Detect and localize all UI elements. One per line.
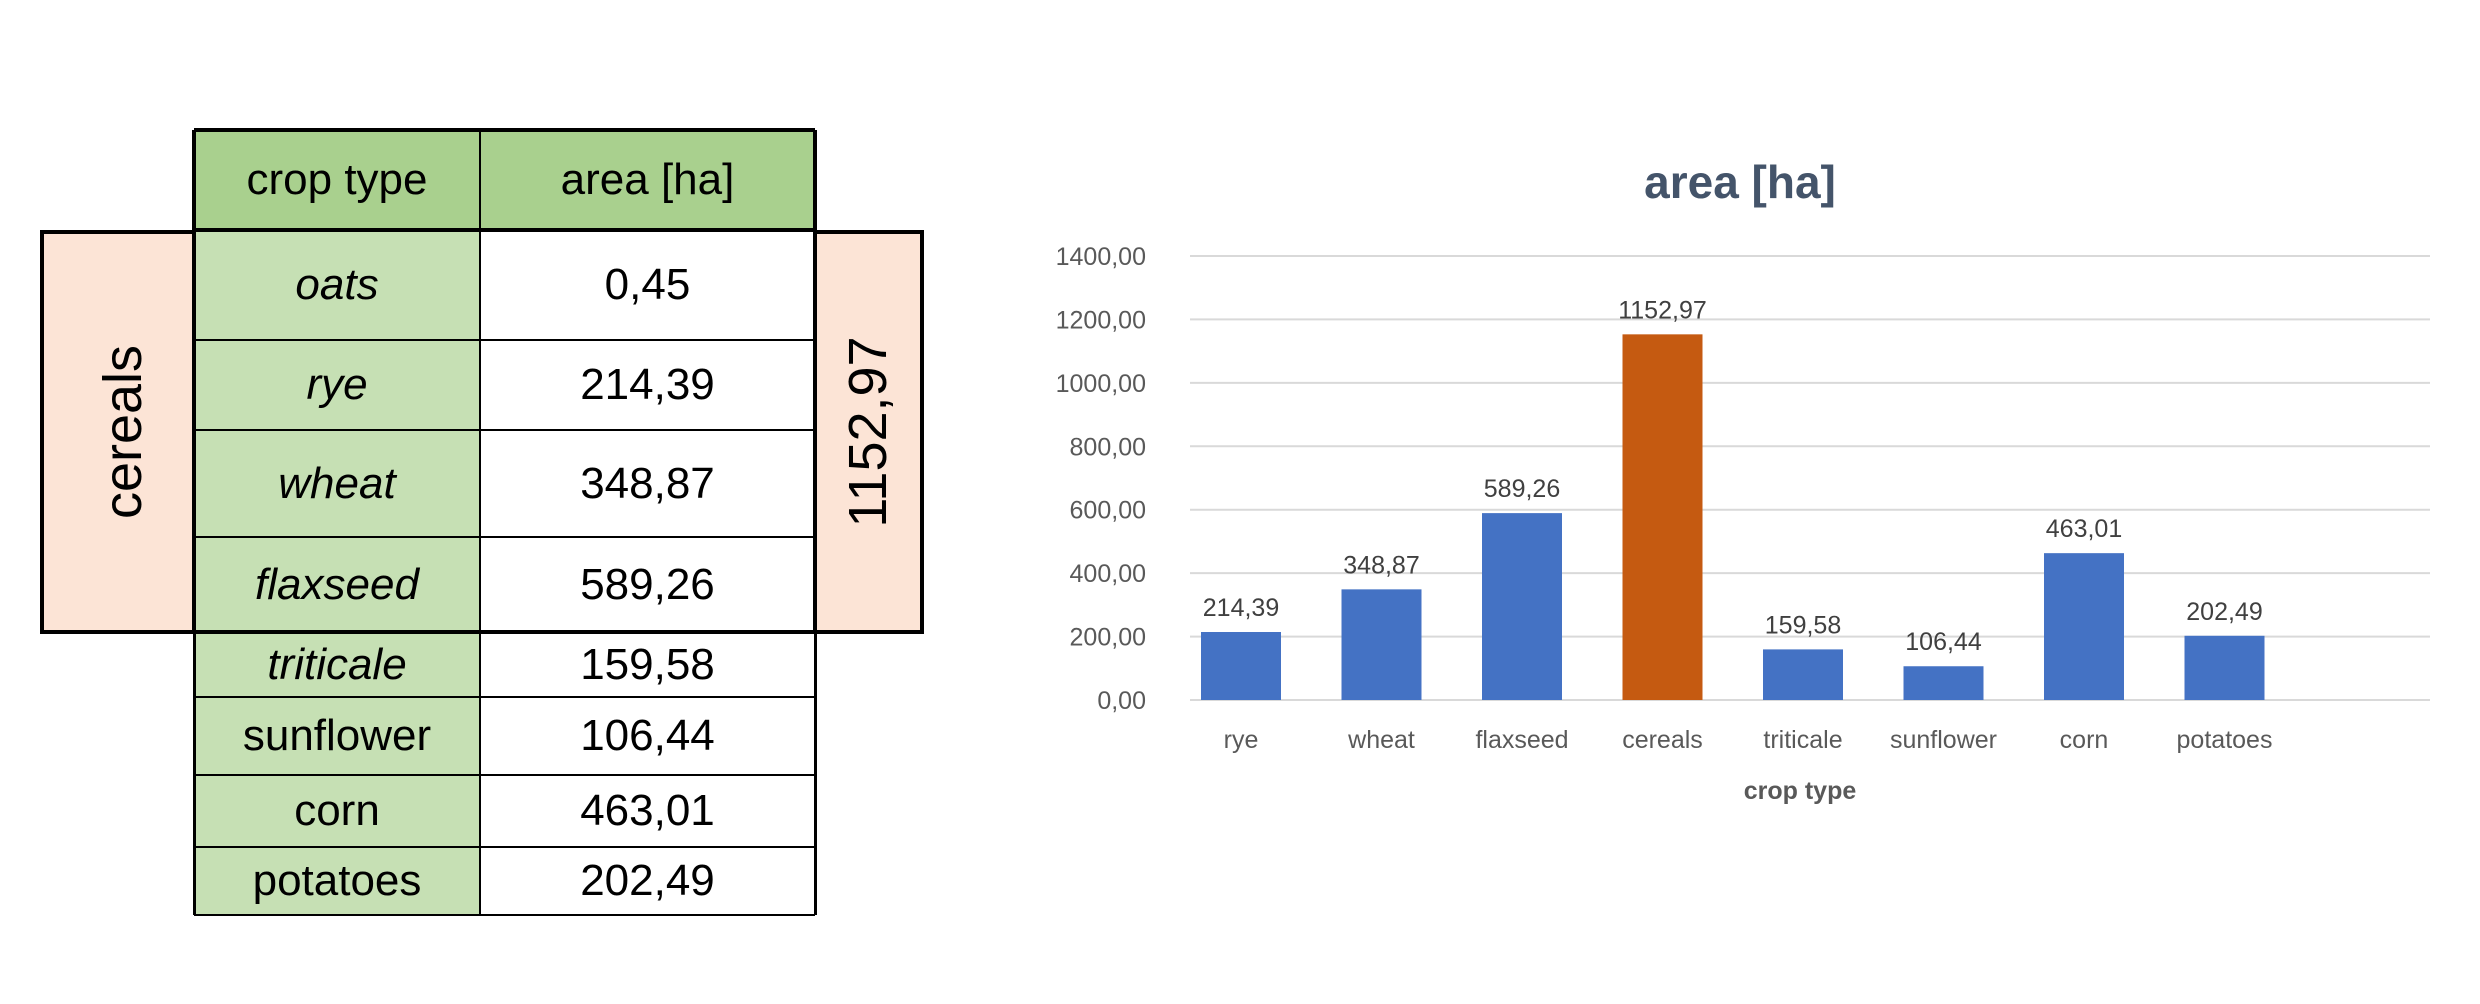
area-cell: 589,26 [480,537,815,632]
crop-cell: rye [194,340,480,430]
table-rule [194,429,815,431]
y-tick-label: 1200,00 [1056,306,1146,334]
bar-triticale [1763,649,1843,700]
area-cell: 0,45 [480,230,815,340]
bar-wheat [1341,589,1422,700]
area-cell: 202,49 [480,847,815,915]
cereals-group-label: cereals [93,344,153,520]
area-cell: 348,87 [480,430,815,537]
x-tick-label-corn: corn [2060,726,2109,754]
crop-cell: oats [194,230,480,340]
header-crop-type: crop type [194,130,480,230]
area-bar-chart: area [ha] 0,00 200,00 400,00 600,00 800,00 10… [1056,156,2430,805]
data-label-flaxseed: 589,26 [1484,475,1560,503]
crop-cell: sunflower [194,697,480,775]
bars [1201,334,2265,700]
area-cell: 106,44 [480,697,815,775]
table-rule [479,130,481,915]
bar-cereals [1622,334,1703,700]
area-cell: 214,39 [480,340,815,430]
table-rule [192,130,196,632]
cereals-total-value: 1152,97 [838,336,898,528]
x-tick-label-flaxseed: flaxseed [1475,726,1568,754]
x-tick-label-potatoes: potatoes [2177,726,2273,754]
crop-cell: triticale [194,632,480,697]
x-tick-label-triticale: triticale [1763,726,1842,754]
data-label-corn: 463,01 [2046,515,2122,543]
y-tick-label: 1000,00 [1056,370,1146,398]
y-tick-label: 400,00 [1070,560,1146,588]
data-label-cereals: 1152,97 [1618,296,1707,324]
table-rule [194,630,815,634]
area-cell: 159,58 [480,632,815,697]
x-tick-label-rye: rye [1224,726,1259,754]
crop-cell: flaxseed [194,537,480,632]
cereals-group-box: cereals [40,230,206,634]
bar-potatoes [2184,635,2265,700]
crop-cell: corn [194,775,480,847]
x-axis-labels: rye wheat flaxseed cereals triticale sunflowe… [1224,726,2273,754]
table-rule [194,536,815,538]
y-axis-ticks: 0,00 200,00 400,00 600,00 800,00 1000,00 1200,… [1056,243,1146,715]
table-rule [194,696,815,698]
y-tick-label: 1400,00 [1056,243,1146,271]
data-label-wheat: 348,87 [1343,551,1419,579]
x-tick-label-sunflower: sunflower [1890,726,1997,754]
y-tick-label: 0,00 [1097,687,1146,715]
bar-corn [2044,553,2124,700]
crop-cell: potatoes [194,847,480,915]
data-labels: 214,39 348,87 589,26 1152,97 159,58 106,44 463… [1203,296,2263,656]
x-tick-label-wheat: wheat [1347,726,1415,754]
data-label-triticale: 159,58 [1765,611,1841,639]
cereals-total-box: 1152,97 [812,230,924,634]
table-rule [194,914,815,916]
table-rule [194,128,815,132]
x-tick-label-cereals: cereals [1622,726,1703,754]
table-rule [194,339,815,341]
y-tick-label: 200,00 [1070,624,1146,652]
bar-sunflower [1903,666,1984,700]
table-rule [813,130,817,632]
table-rule [194,774,815,776]
data-label-rye: 214,39 [1203,594,1279,622]
bar-rye [1201,632,1281,700]
crop-area-table: cereals 1152,97 crop type area [ha] oats 0,… [0,0,960,1004]
bar-flaxseed [1482,513,1562,700]
table-rule [194,228,815,232]
data-label-sunflower: 106,44 [1905,628,1982,656]
area-cell: 463,01 [480,775,815,847]
chart-title: area [ha] [1644,156,1836,208]
y-tick-label: 600,00 [1070,497,1146,525]
header-area: area [ha] [480,130,815,230]
data-label-potatoes: 202,49 [2186,598,2262,626]
table-rule [194,846,815,848]
x-axis-title: crop type [1744,777,1857,805]
crop-cell: wheat [194,430,480,537]
y-tick-label: 800,00 [1070,433,1146,461]
